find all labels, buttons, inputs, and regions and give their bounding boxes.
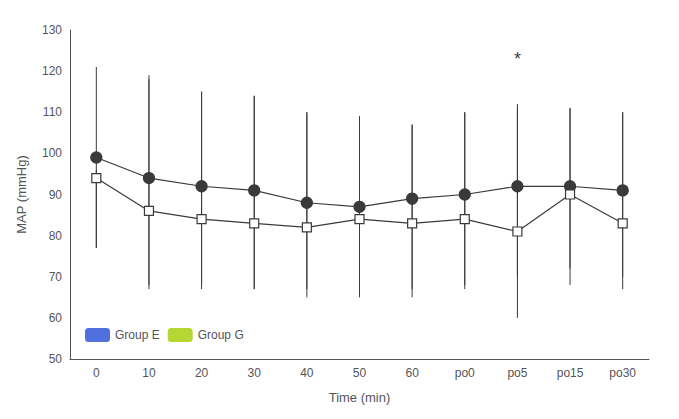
svg-text:30: 30 <box>248 366 262 380</box>
svg-text:80: 80 <box>49 229 63 243</box>
svg-text:110: 110 <box>43 105 62 119</box>
svg-text:po0: po0 <box>455 366 475 380</box>
svg-text:40: 40 <box>300 366 314 380</box>
svg-text:po5: po5 <box>507 366 527 380</box>
svg-text:10: 10 <box>142 366 156 380</box>
svg-text:50: 50 <box>353 366 367 380</box>
svg-text:130: 130 <box>42 23 62 37</box>
svg-text:20: 20 <box>195 366 209 380</box>
svg-text:Group G: Group G <box>198 328 244 342</box>
svg-text:100: 100 <box>42 146 62 160</box>
svg-text:90: 90 <box>49 188 63 202</box>
svg-text:60: 60 <box>49 311 63 325</box>
svg-text:po15: po15 <box>557 366 584 380</box>
svg-text:0: 0 <box>93 366 100 380</box>
svg-text:*: * <box>514 49 521 69</box>
svg-text:Group E: Group E <box>115 328 160 342</box>
svg-text:Time (min): Time (min) <box>329 390 391 405</box>
svg-text:po30: po30 <box>609 366 636 380</box>
svg-text:50: 50 <box>49 352 63 366</box>
svg-text:MAP (mmHg): MAP (mmHg) <box>14 155 29 233</box>
svg-text:70: 70 <box>49 270 63 284</box>
svg-text:60: 60 <box>405 366 419 380</box>
svg-text:120: 120 <box>42 64 62 78</box>
